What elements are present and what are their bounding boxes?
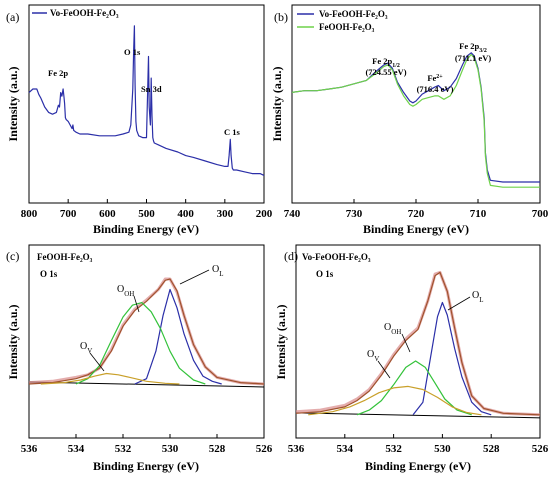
panel-d-xtick-label: 526	[532, 443, 549, 455]
panel-b-series-1	[291, 53, 540, 188]
panel-d-xtick-label: 530	[434, 443, 451, 455]
panel-d-series-fit	[295, 271, 541, 416]
panel-c-frame	[28, 244, 265, 439]
panel-d-series-o-v	[308, 385, 482, 416]
panel-a-annotation-o1s: O 1s	[124, 47, 141, 57]
panel-a-annotation-sn3d: Sn 3d	[141, 84, 162, 94]
panel-c-xtick-label: 532	[115, 443, 132, 455]
panel-c-arrow-ooh	[133, 295, 140, 313]
panel-d-xtick-label: 534	[337, 443, 354, 455]
panel-c-annotation-ol: OL	[212, 264, 224, 278]
panel-d-series-o-oh	[356, 360, 472, 416]
panel-a-annotation-fe2p: Fe 2p	[48, 68, 68, 78]
panel-d-annotation-ol: OL	[472, 290, 484, 304]
panel-d-arrow-ol	[447, 296, 471, 311]
panel-a-legend-label: Vo-FeOOH-Fe₂O₃	[50, 8, 119, 18]
panel-d-arrow-ov	[377, 360, 391, 379]
panel-b-ylabel: Intensity (a.u.)	[270, 66, 284, 141]
panel-b-series-0	[291, 52, 540, 183]
panel-d-arrow-ooh	[401, 333, 411, 353]
panel-a-xtick-label: 700	[60, 208, 77, 220]
panel-b-label: (b)	[274, 10, 288, 24]
panel-b-legend-label-2: FeOOH-Fe₂O₃	[319, 22, 375, 32]
panel-b-annotation-fe2plus-energy: (716.4 eV)	[417, 84, 454, 94]
panel-a-xtick-label: 200	[256, 208, 273, 220]
panel-d-xlabel: Binding Energy (eV)	[365, 459, 471, 473]
panel-c-title: FeOOH-Fe₂O₃	[37, 252, 93, 262]
panel-c-ylabel: Intensity (a.u.)	[6, 304, 20, 379]
panel-a-xtick-label: 300	[217, 208, 234, 220]
panel-c-series-o-v	[40, 372, 180, 385]
panel-d-series-o-l	[412, 301, 492, 416]
panel-c-xtick-label: 536	[21, 443, 38, 455]
panel-c-arrow-ol	[179, 269, 210, 285]
panel-b-annotation-fe2p32: Fe 2p3/2	[459, 41, 487, 54]
panel-a: (a) 800 700 600 500 400 300 200 Vo-FeOOH-Fe₂O₃…	[6, 4, 273, 236]
panel-d-label: (d)	[284, 249, 298, 263]
panel-d-title: Vo-FeOOH-Fe₂O₃	[302, 252, 371, 262]
panel-c-label: (c)	[6, 249, 19, 263]
panel-a-annotation-c1s: C 1s	[224, 127, 241, 137]
panel-a-xtick-label: 500	[138, 208, 155, 220]
panel-b-xtick-label: 720	[408, 208, 425, 220]
panel-b-xlabel: Binding Energy (eV)	[363, 222, 469, 236]
panel-d-xtick-label: 528	[483, 443, 500, 455]
panel-b-xtick-label: 710	[470, 208, 487, 220]
panel-b-annotation-fe2plus: Fe2+	[427, 73, 443, 83]
panel-c-xtick-label: 534	[68, 443, 85, 455]
panel-c-subtitle: O 1s	[40, 269, 58, 279]
panel-c-background-line	[28, 381, 265, 388]
panel-b-annotation-fe2p12: Fe 2p1/2	[372, 56, 400, 69]
panel-a-xtick-label: 600	[99, 208, 116, 220]
panel-c-series-raw	[28, 277, 265, 386]
panel-c-xlabel: Binding Energy (eV)	[93, 459, 199, 473]
panel-d: (d) 536 534 532 530 528 526 Vo-FeOOH-Fe₂O₃ O …	[274, 244, 549, 473]
panel-d-ylabel: Intensity (a.u.)	[274, 304, 288, 379]
panel-b-xtick-label: 700	[532, 208, 549, 220]
panel-d-annotation-ooh: OOH	[384, 322, 401, 336]
panel-d-xtick-label: 536	[288, 443, 305, 455]
panel-d-xtick-label: 532	[385, 443, 402, 455]
panel-d-frame	[295, 244, 541, 439]
panel-b-legend-label-1: Vo-FeOOH-Fe₂O₃	[319, 9, 388, 19]
panel-c-xtick-label: 526	[256, 443, 273, 455]
panel-d-subtitle: O 1s	[316, 269, 334, 279]
panel-b-annotation-fe2p32-energy: (711.1 eV)	[455, 53, 492, 63]
panel-a-series-0	[28, 25, 265, 176]
panel-d-background-line	[295, 412, 541, 419]
panel-c-annotation-ov: OV	[80, 341, 92, 355]
panel-c-xtick-label: 528	[209, 443, 226, 455]
panel-b-xtick-label: 740	[284, 208, 301, 220]
panel-c-series-fit	[28, 278, 265, 385]
panel-c-arrow-ov	[89, 352, 105, 372]
panel-a-ylabel: Intensity (a.u.)	[6, 66, 20, 141]
panel-c-xtick-label: 530	[162, 443, 179, 455]
panel-a-label: (a)	[6, 10, 19, 24]
panel-b-annotation-fe2p12-energy: (724.55 eV)	[365, 67, 406, 77]
panel-a-xtick-label: 800	[21, 208, 38, 220]
panel-d-series-raw	[295, 270, 541, 417]
panel-c: (c) 536 534 532 530 528 526 FeOOH-Fe₂O₃ O 1s …	[6, 244, 273, 473]
panel-b-xtick-label: 730	[346, 208, 363, 220]
panel-b: (b) 740 730 720 710 700 Vo-FeOOH-Fe₂O₃ FeOOH…	[270, 4, 549, 236]
panel-c-annotation-ooh: OOH	[117, 284, 134, 298]
panel-d-annotation-ov: OV	[367, 349, 379, 363]
panel-a-xtick-label: 400	[177, 208, 194, 220]
panel-a-xlabel: Binding Energy (eV)	[93, 222, 199, 236]
panel-c-series-o-l	[134, 288, 222, 385]
